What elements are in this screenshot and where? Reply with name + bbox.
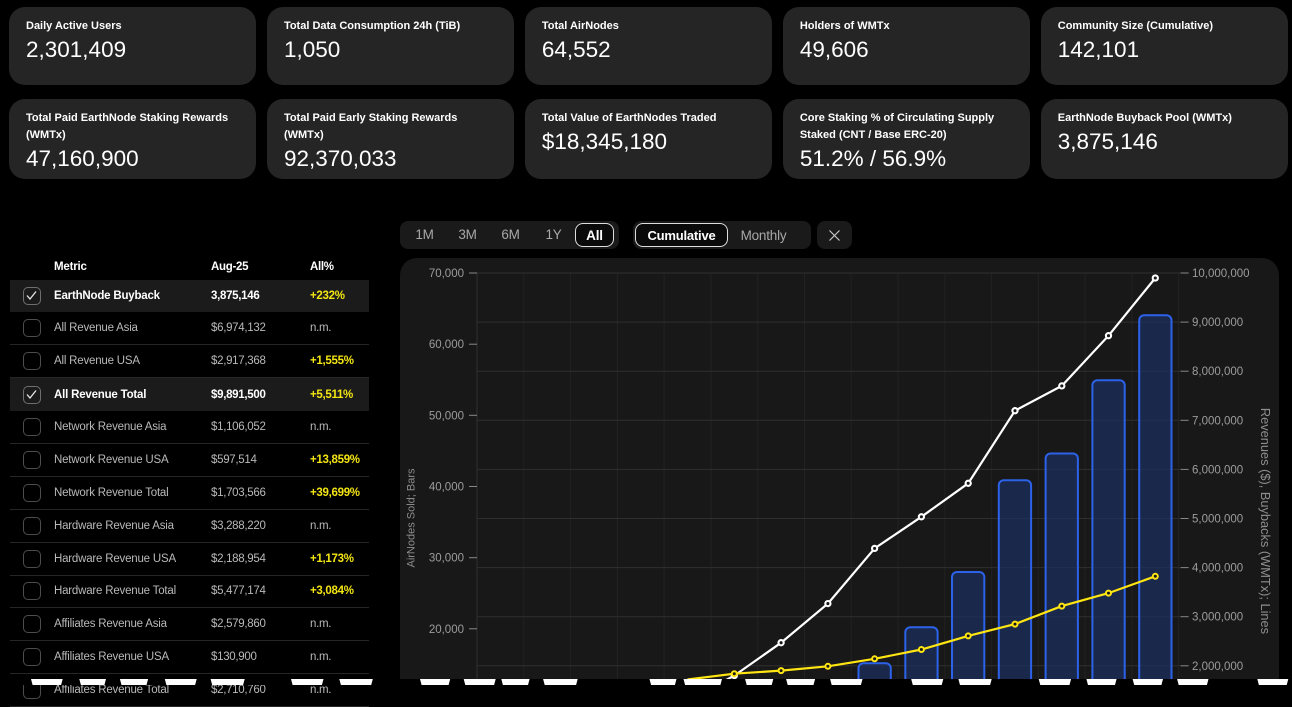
svg-text:3,000,000: 3,000,000 [1192, 612, 1243, 624]
svg-text:40,000: 40,000 [429, 482, 464, 494]
svg-text:5,000,000: 5,000,000 [1192, 514, 1243, 526]
svg-text:Revenues ($), Buybacks (WMTx);: Revenues ($), Buybacks (WMTx); Lines [1258, 408, 1273, 634]
svg-text:8,000,000: 8,000,000 [1192, 366, 1243, 378]
svg-text:7,000,000: 7,000,000 [1192, 415, 1243, 427]
svg-text:AirNodes Sold; Bars: AirNodes Sold; Bars [406, 468, 418, 568]
svg-text:70,000: 70,000 [429, 268, 464, 280]
svg-text:20,000: 20,000 [429, 624, 464, 636]
svg-text:30,000: 30,000 [429, 553, 464, 565]
svg-text:60,000: 60,000 [429, 339, 464, 351]
svg-text:9,000,000: 9,000,000 [1192, 317, 1243, 329]
svg-text:50,000: 50,000 [429, 410, 464, 422]
svg-text:10,000,000: 10,000,000 [1192, 268, 1250, 280]
svg-text:4,000,000: 4,000,000 [1192, 563, 1243, 575]
svg-text:2,000,000: 2,000,000 [1192, 661, 1243, 673]
svg-text:6,000,000: 6,000,000 [1192, 464, 1243, 476]
